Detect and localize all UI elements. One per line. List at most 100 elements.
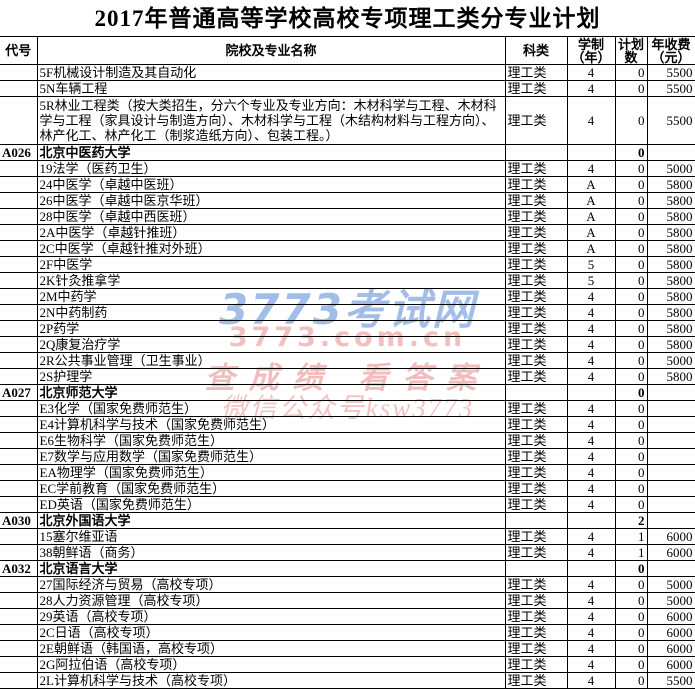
major-row: E3化学（国家免费师范生） 理工类 4 0: [0, 400, 695, 417]
col-header-category: 科类: [504, 36, 568, 65]
cell-plan: 0: [614, 336, 648, 353]
cell-code: [0, 64, 38, 81]
cell-duration: 4: [566, 80, 616, 97]
cell-fee: 5800: [646, 240, 695, 257]
cell-plan: 0: [614, 624, 648, 641]
cell-category: 理工类: [504, 480, 568, 497]
cell-name: 5R林业工程类（按大类招生，分六个专业及专业方向：木材科学与工程、木材科学与工程…: [36, 96, 506, 145]
col-header-plan: 计划 数: [614, 36, 648, 65]
cell-category: 理工类: [504, 336, 568, 353]
cell-fee: 6000: [646, 640, 695, 657]
cell-fee: [646, 480, 695, 497]
major-row: 28中医学（卓越中西医班） 理工类 A 0 5800: [0, 208, 695, 225]
major-row: 2E朝鲜语（韩国语，高校专项） 理工类 4 0 6000: [0, 640, 695, 657]
cell-code: [0, 608, 38, 625]
cell-category: 理工类: [504, 160, 568, 177]
header-row: 代号 院校及专业名称 科类 学制 （年） 计划 数 年收费: [0, 36, 695, 65]
cell-code: [0, 528, 38, 545]
cell-plan: 0: [614, 352, 648, 369]
cell-duration: 4: [566, 656, 616, 673]
cell-name: E6生物科学（国家免费师范生）: [36, 432, 506, 449]
cell-fee: 5800: [646, 208, 695, 225]
cell-plan: 0: [614, 368, 648, 385]
cell-duration: A: [566, 224, 616, 241]
cell-duration: 4: [566, 160, 616, 177]
cell-plan: 0: [614, 672, 648, 689]
cell-name: 北京师范大学: [36, 384, 506, 401]
cell-category: 理工类: [504, 576, 568, 593]
cell-code: [0, 672, 38, 689]
cell-category: 理工类: [504, 64, 568, 81]
col-header-code-label: 代号: [5, 43, 32, 58]
cell-name: 北京外国语大学: [36, 512, 506, 529]
cell-duration: A: [566, 240, 616, 257]
cell-code: [0, 416, 38, 433]
major-row: E4计算机科学与技术（国家免费师范生） 理工类 4 0: [0, 416, 695, 433]
major-row: 38朝鲜语（商务） 理工类 4 1 6000: [0, 544, 695, 561]
cell-name: E4计算机科学与技术（国家免费师范生）: [36, 416, 506, 433]
cell-category: 理工类: [504, 96, 568, 145]
col-header-name: 院校及专业名称: [36, 36, 506, 65]
major-row: EA物理学（国家免费师范生） 理工类 4 0: [0, 464, 695, 481]
col-header-fee-line2: （元）: [651, 49, 691, 65]
cell-plan: 0: [614, 480, 648, 497]
cell-plan: 0: [614, 416, 648, 433]
cell-fee: 5500: [646, 672, 695, 689]
cell-fee: [646, 416, 695, 433]
cell-fee: 5800: [646, 272, 695, 289]
major-row: 2R公共事业管理（卫生事业） 理工类 4 0 5000: [0, 352, 695, 369]
cell-duration: 4: [566, 672, 616, 689]
cell-fee: [646, 400, 695, 417]
cell-category: 理工类: [504, 224, 568, 241]
cell-code: [0, 624, 38, 641]
major-row: 5R林业工程类（按大类招生，分六个专业及专业方向：木材科学与工程、木材科学与工程…: [0, 96, 695, 145]
major-row: ED英语（国家免费师范生） 理工类 4 0: [0, 496, 695, 513]
cell-fee: 5800: [646, 336, 695, 353]
cell-fee: [646, 512, 695, 529]
cell-fee: 5500: [646, 80, 695, 97]
cell-code: [0, 208, 38, 225]
cell-duration: [566, 560, 616, 577]
cell-duration: A: [566, 208, 616, 225]
cell-fee: 6000: [646, 624, 695, 641]
cell-fee: 5800: [646, 256, 695, 273]
cell-name: 北京语言大学: [36, 560, 506, 577]
cell-name: 2P药学: [36, 320, 506, 337]
cell-duration: 4: [566, 304, 616, 321]
cell-name: 27国际经济与贸易（高校专项）: [36, 576, 506, 593]
cell-plan: 0: [614, 496, 648, 513]
cell-category: 理工类: [504, 624, 568, 641]
major-row: 2K针灸推拿学 理工类 5 0 5800: [0, 272, 695, 289]
cell-code: [0, 304, 38, 321]
cell-code: [0, 576, 38, 593]
cell-code: [0, 80, 38, 97]
cell-code: [0, 288, 38, 305]
cell-duration: 4: [566, 288, 616, 305]
cell-fee: 6000: [646, 608, 695, 625]
cell-category: 理工类: [504, 320, 568, 337]
cell-code: [0, 256, 38, 273]
cell-category: 理工类: [504, 608, 568, 625]
cell-name: 26中医学（卓越中医京华班）: [36, 192, 506, 209]
cell-duration: [566, 512, 616, 529]
cell-duration: 4: [566, 432, 616, 449]
cell-fee: 5500: [646, 96, 695, 145]
cell-plan: 0: [614, 592, 648, 609]
cell-name: E3化学（国家免费师范生）: [36, 400, 506, 417]
major-row: 2S护理学 理工类 4 0 5800: [0, 368, 695, 385]
major-row: 2A中医学（卓越针推班） 理工类 A 0 5800: [0, 224, 695, 241]
cell-duration: 4: [566, 352, 616, 369]
cell-fee: 5800: [646, 288, 695, 305]
cell-plan: 0: [614, 448, 648, 465]
major-row: 2G阿拉伯语（高校专项） 理工类 4 0 6000: [0, 656, 695, 673]
cell-name: 2A中医学（卓越针推班）: [36, 224, 506, 241]
cell-name: 2G阿拉伯语（高校专项）: [36, 656, 506, 673]
cell-plan: 0: [614, 144, 648, 161]
cell-name: 2C中医学（卓越针推对外班）: [36, 240, 506, 257]
cell-name: EC学前教育（国家免费师范生）: [36, 480, 506, 497]
col-header-fee: 年收费 （元）: [646, 36, 695, 65]
cell-name: 28人力资源管理（高校专项）: [36, 592, 506, 609]
cell-name: 2N中药制药: [36, 304, 506, 321]
cell-code: [0, 272, 38, 289]
